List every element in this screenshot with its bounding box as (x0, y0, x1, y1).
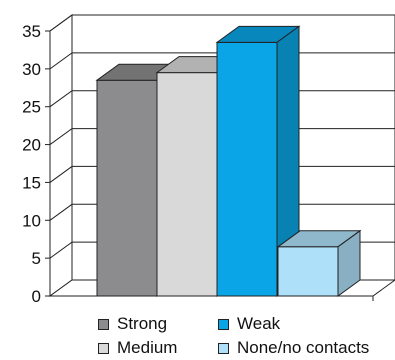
legend-swatch-strong (98, 318, 109, 330)
y-tick-label: 35 (22, 22, 41, 41)
chart-legend: Strong Weak Medium None/no contacts (98, 314, 395, 360)
legend-item-medium: Medium (98, 338, 177, 358)
y-tick-label: 0 (32, 287, 41, 306)
chart-bars (95, 25, 362, 297)
legend-swatch-weak (218, 318, 229, 330)
y-tick-label: 30 (22, 60, 41, 79)
bar-front (96, 79, 158, 297)
legend-item-strong: Strong (98, 314, 167, 334)
legend-label-none: None/no contacts (237, 338, 370, 357)
y-tick-label: 20 (22, 136, 41, 155)
legend-item-weak: Weak (218, 314, 280, 334)
bar-front (277, 246, 339, 297)
bar-weak (215, 25, 301, 297)
legend-label-strong: Strong (117, 314, 168, 333)
legend-label-weak: Weak (237, 314, 281, 333)
gridline (49, 14, 395, 32)
side-wall (49, 14, 73, 297)
bar-front (156, 72, 218, 297)
legend-swatch-none (218, 342, 229, 354)
y-tick-label: 25 (22, 98, 41, 117)
y-tick-label: 15 (22, 173, 41, 192)
legend-item-none: None/no contacts (218, 338, 369, 358)
y-axis-ticks: 0 5 10 15 20 25 30 35 (22, 22, 50, 306)
bar-front (216, 41, 278, 297)
bar-side (337, 229, 361, 297)
y-tick-label: 5 (32, 249, 41, 268)
y-tick-label: 10 (22, 211, 41, 230)
legend-label-medium: Medium (117, 338, 178, 357)
bar-chart: 0 5 10 15 20 25 30 35 (22, 14, 395, 306)
legend-swatch-medium (98, 342, 109, 354)
bar-none (276, 229, 362, 297)
